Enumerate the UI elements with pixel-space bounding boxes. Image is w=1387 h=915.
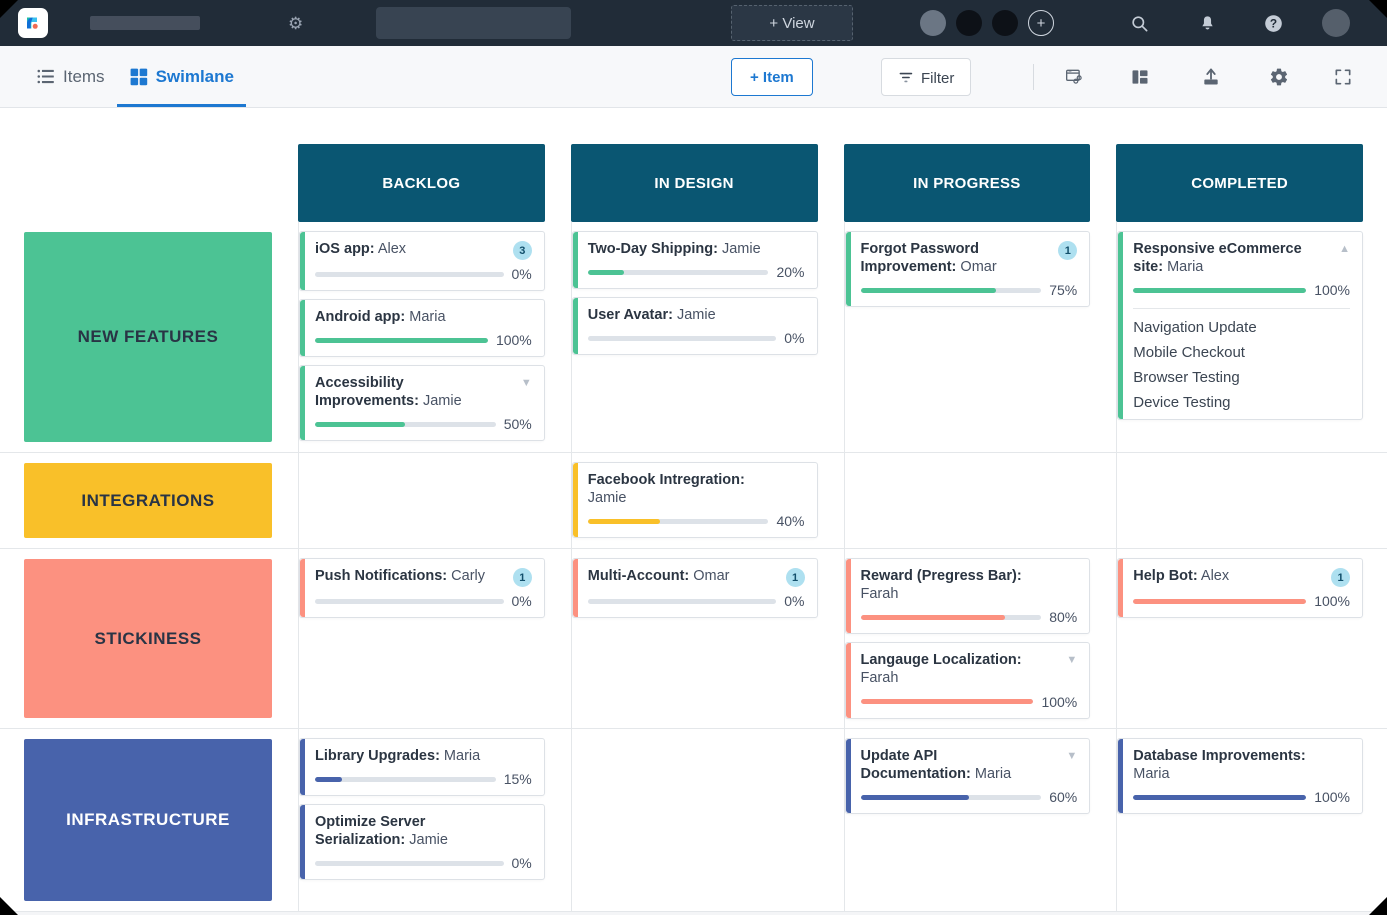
svg-text:?: ? (1270, 16, 1277, 30)
